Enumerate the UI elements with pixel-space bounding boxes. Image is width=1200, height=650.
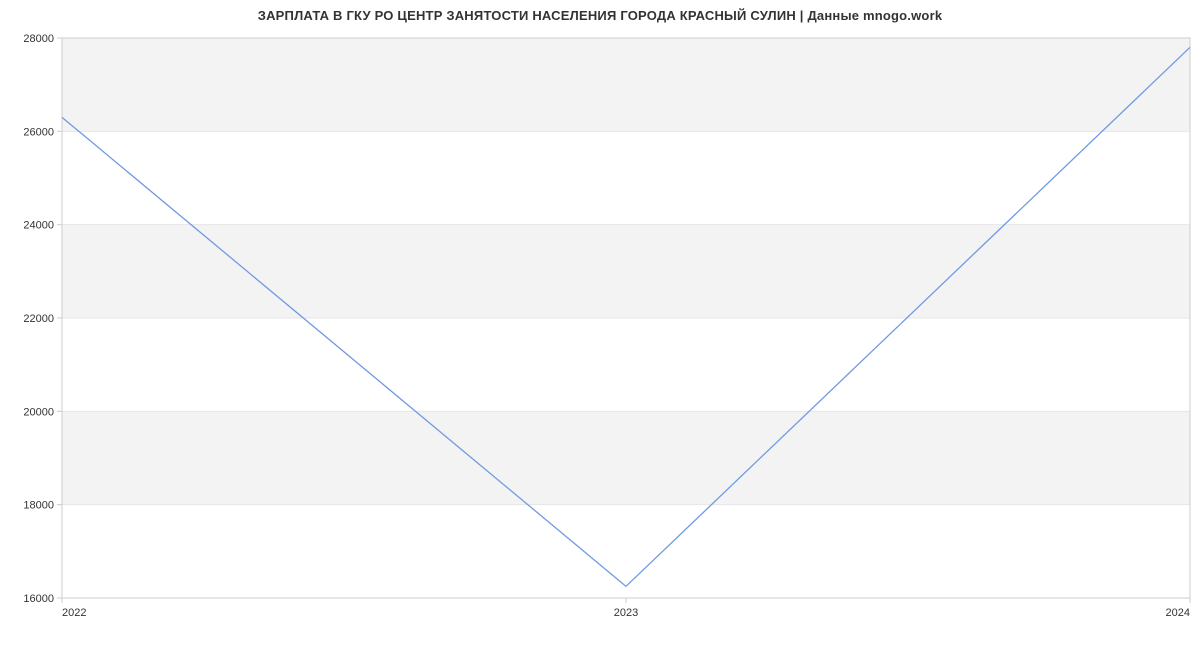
y-tick-label: 22000 <box>23 313 54 325</box>
y-tick-label: 20000 <box>23 406 54 418</box>
x-tick-label: 2022 <box>62 607 86 619</box>
x-tick-label: 2023 <box>614 607 638 619</box>
chart-plot-area: 16000 18000 20000 22000 24000 26000 28000 2022 2… <box>0 0 1200 650</box>
x-tick-label: 2024 <box>1166 607 1190 619</box>
chart-band <box>62 225 1190 318</box>
y-tick-label: 24000 <box>23 220 54 232</box>
y-tick-label: 26000 <box>23 126 54 138</box>
y-tick-label: 28000 <box>23 33 54 45</box>
chart-band <box>62 38 1190 131</box>
salary-line-chart: ЗАРПЛАТА В ГКУ РО ЦЕНТР ЗАНЯТОСТИ НАСЕЛЕ… <box>0 0 1200 650</box>
y-tick-label: 16000 <box>23 593 54 605</box>
chart-band <box>62 411 1190 504</box>
y-tick-label: 18000 <box>23 500 54 512</box>
